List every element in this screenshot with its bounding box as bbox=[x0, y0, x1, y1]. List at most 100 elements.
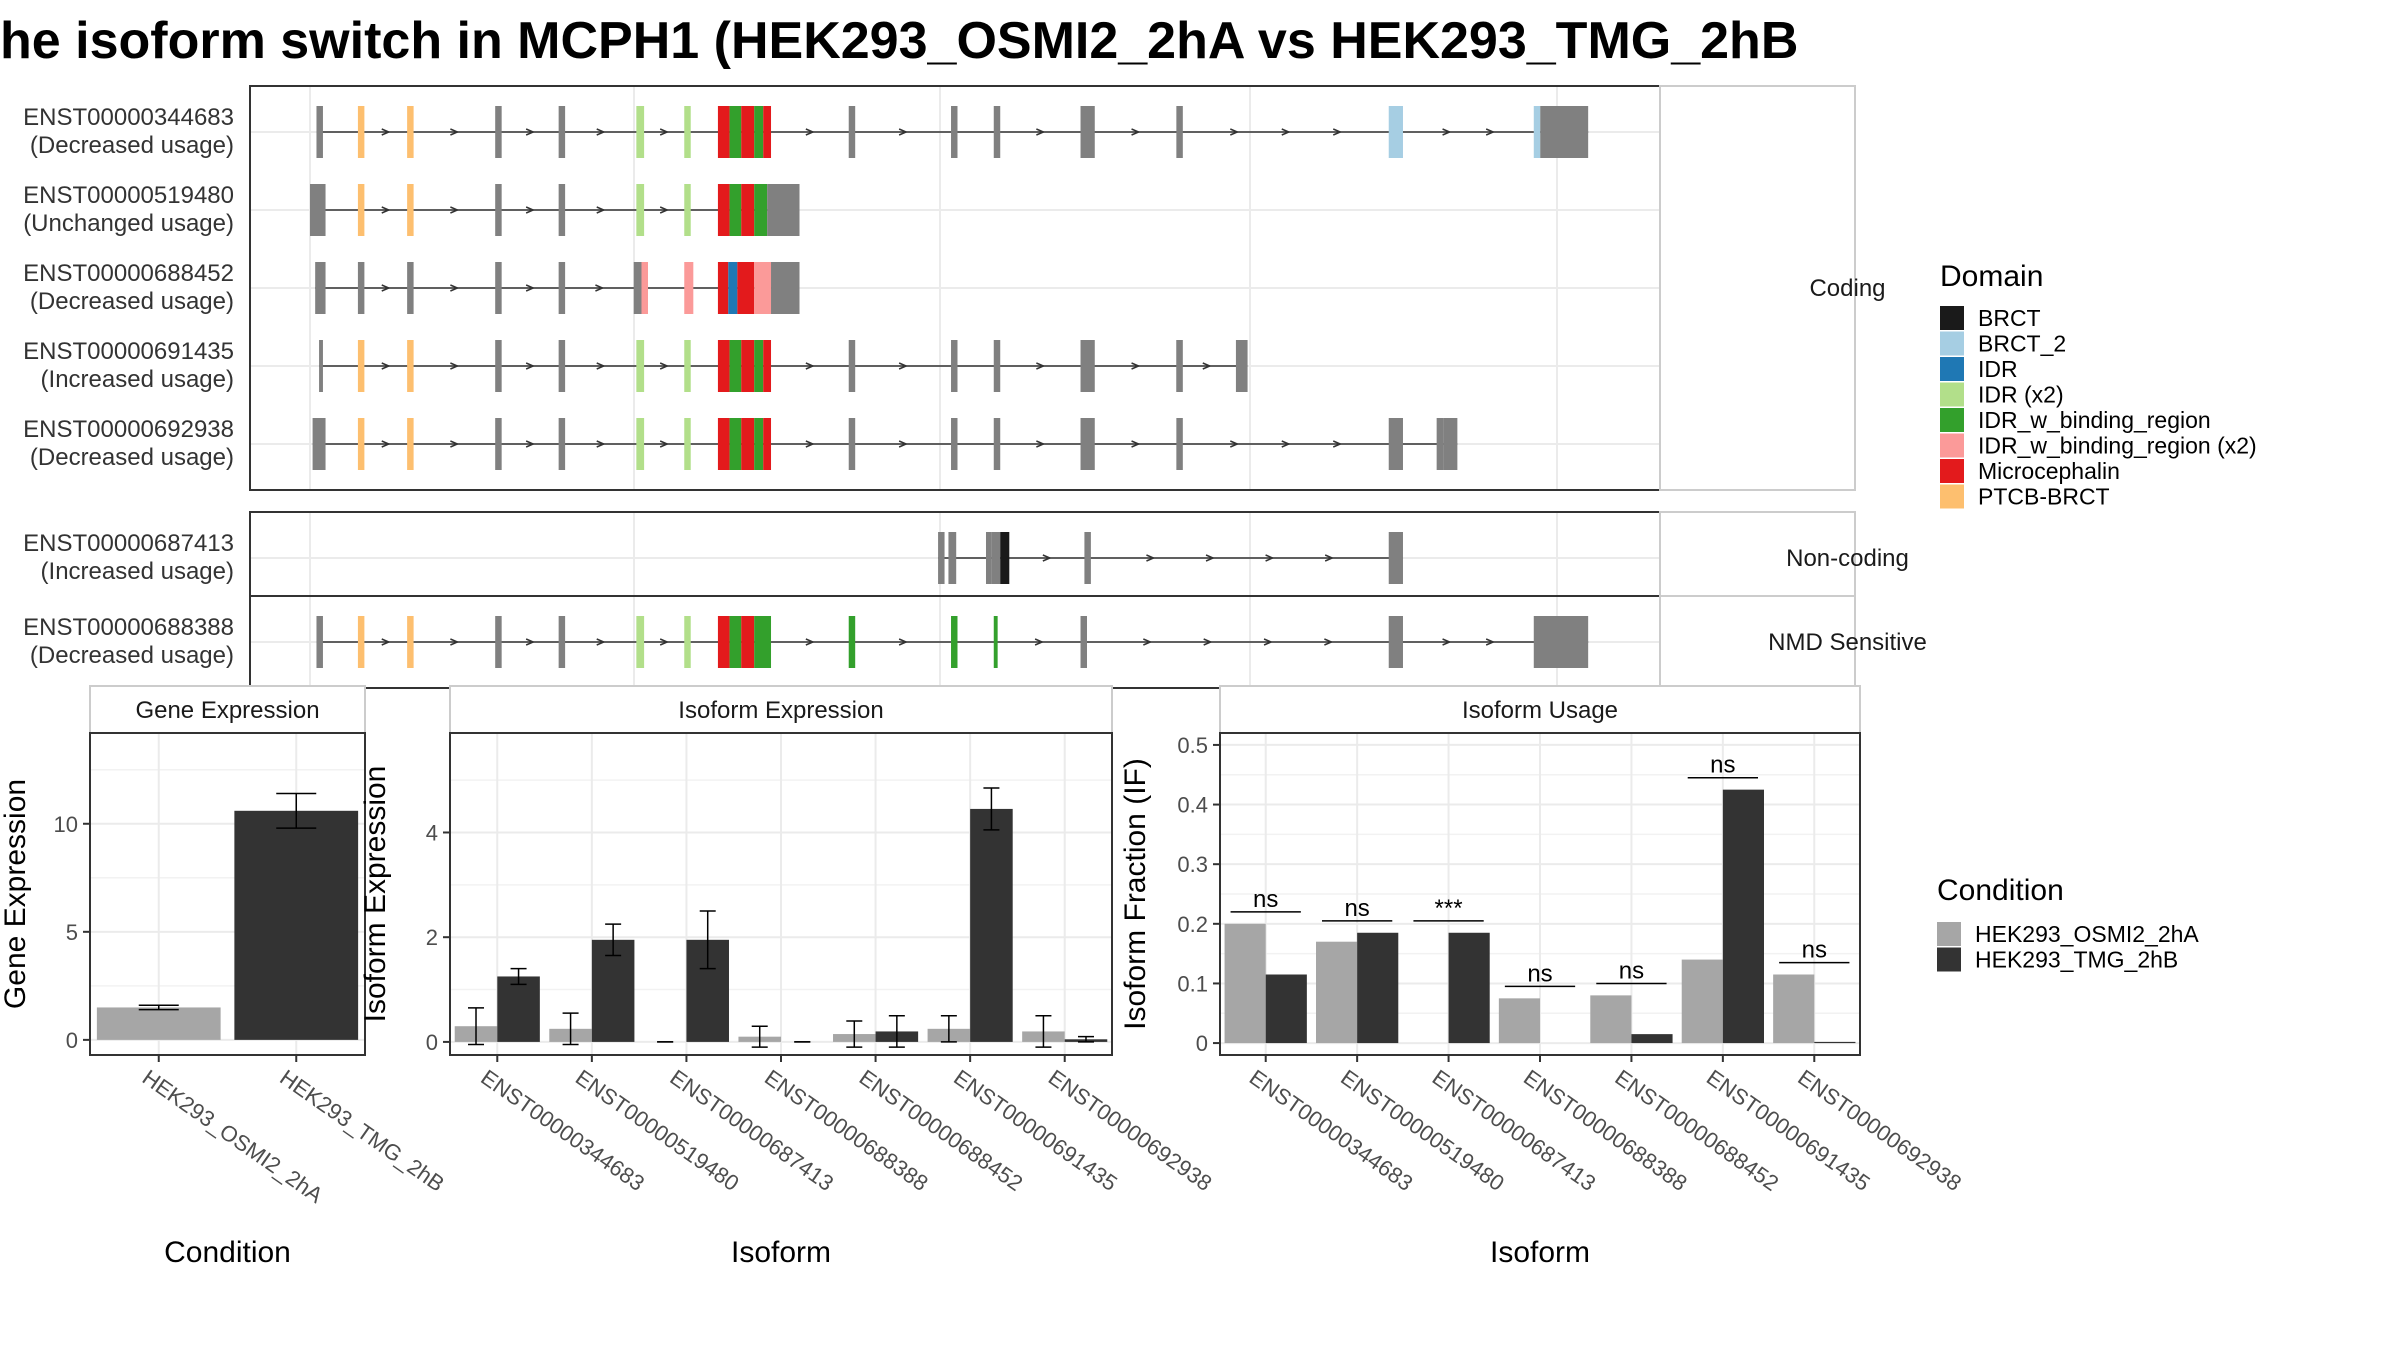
intron-arrow bbox=[1131, 362, 1141, 370]
exon-block bbox=[316, 106, 323, 158]
legend-label: BRCT_2 bbox=[1978, 331, 2066, 357]
legend-label: IDR (x2) bbox=[1978, 382, 2064, 408]
exon-block bbox=[741, 106, 755, 158]
exon-block bbox=[407, 340, 414, 392]
intron-arrow bbox=[1034, 638, 1044, 646]
intron-arrow bbox=[1332, 128, 1343, 136]
exon-block bbox=[1388, 418, 1403, 470]
exon-block bbox=[684, 184, 691, 236]
exon-block bbox=[717, 340, 730, 392]
bar bbox=[1448, 932, 1490, 1044]
domain-legend-title: Domain bbox=[1940, 260, 2043, 293]
legend-label: BRCT bbox=[1978, 305, 2041, 331]
y-tick-label: 0 bbox=[1196, 1031, 1208, 1056]
legend-swatch bbox=[1937, 947, 1961, 972]
exon-block bbox=[754, 184, 768, 236]
exon-block bbox=[357, 340, 365, 392]
bar bbox=[970, 808, 1013, 1042]
intron-arrow bbox=[1442, 638, 1452, 646]
exon-block bbox=[1176, 418, 1183, 470]
exon-block bbox=[993, 340, 1001, 392]
exon-block bbox=[717, 106, 730, 158]
intron-arrow bbox=[659, 638, 670, 646]
bar bbox=[1814, 1041, 1856, 1044]
exon-block bbox=[1235, 340, 1248, 392]
y-tick-label: 0.3 bbox=[1177, 852, 1208, 877]
exon-block bbox=[938, 532, 945, 584]
intron-arrow bbox=[898, 362, 909, 370]
transcript-id-label: ENST00000692938 bbox=[23, 416, 234, 443]
x-tick-label: ENST00000688388 bbox=[1519, 1065, 1692, 1196]
intron-arrow bbox=[525, 362, 536, 370]
exon-block bbox=[495, 184, 502, 236]
exon-block bbox=[407, 418, 414, 470]
intron-arrow bbox=[659, 362, 670, 370]
legend-label: IDR bbox=[1978, 356, 2018, 382]
intron-arrow bbox=[525, 128, 536, 136]
facet-strip-label: Non-coding bbox=[1786, 545, 1909, 572]
exon-block bbox=[636, 184, 645, 236]
legend-swatch bbox=[1940, 433, 1964, 458]
facet-strip bbox=[1659, 595, 1856, 689]
intron-arrow bbox=[381, 440, 391, 448]
intron-arrow bbox=[1442, 128, 1452, 136]
bar bbox=[591, 939, 635, 1042]
exon-block bbox=[558, 418, 566, 470]
exon-block bbox=[310, 184, 326, 236]
exon-block bbox=[684, 418, 691, 470]
intron-arrow bbox=[805, 362, 815, 370]
transcript-id-label: ENST00000688388 bbox=[23, 614, 234, 641]
intron-arrow bbox=[805, 128, 815, 136]
significance-label: ns bbox=[1527, 960, 1552, 987]
exon-block bbox=[729, 340, 742, 392]
intron-arrow bbox=[450, 128, 460, 136]
intron-arrow bbox=[525, 206, 536, 214]
exon-block bbox=[357, 418, 365, 470]
exon-block bbox=[754, 418, 764, 470]
exon-block bbox=[558, 184, 566, 236]
facet-strip bbox=[1659, 85, 1856, 491]
exon-block bbox=[717, 418, 730, 470]
bar bbox=[1681, 959, 1723, 1044]
exon-block bbox=[729, 616, 742, 668]
exon-block bbox=[558, 616, 566, 668]
plot-border bbox=[89, 732, 366, 1056]
y-tick-label: 0.4 bbox=[1177, 793, 1208, 818]
intron-arrow bbox=[659, 206, 670, 214]
exon-block bbox=[951, 418, 958, 470]
exon-block bbox=[951, 340, 958, 392]
exon-block bbox=[948, 532, 957, 584]
legend-swatch bbox=[1940, 331, 1964, 356]
exon-block bbox=[684, 340, 691, 392]
transcript-usage-label: (Decreased usage) bbox=[30, 288, 234, 315]
bar bbox=[96, 1007, 221, 1040]
intron-arrow bbox=[525, 284, 536, 292]
intron-arrow bbox=[381, 206, 391, 214]
exon-block bbox=[993, 616, 998, 668]
transcript-usage-label: (Decreased usage) bbox=[30, 132, 234, 159]
bar bbox=[1773, 974, 1815, 1044]
exon-block bbox=[357, 262, 365, 314]
exon-block bbox=[315, 262, 326, 314]
transcript-id-label: ENST00000519480 bbox=[23, 182, 234, 209]
exon-block bbox=[729, 418, 742, 470]
intron-arrow bbox=[1324, 554, 1335, 562]
legend-swatch bbox=[1940, 459, 1964, 483]
intron-arrow bbox=[596, 440, 606, 448]
intron-arrow bbox=[596, 128, 606, 136]
transcript-usage-label: (Increased usage) bbox=[41, 558, 234, 585]
bar bbox=[497, 976, 540, 1042]
exon-block bbox=[1000, 532, 1010, 584]
legend-label: Microcephalin bbox=[1978, 458, 2120, 484]
significance-label: ns bbox=[1619, 957, 1644, 984]
exon-block bbox=[763, 340, 772, 392]
legend-swatch bbox=[1940, 382, 1964, 407]
exon-block bbox=[741, 184, 755, 236]
exon-block bbox=[993, 418, 1001, 470]
intron-arrow bbox=[1131, 440, 1141, 448]
exon-block bbox=[633, 262, 642, 314]
exon-block bbox=[495, 262, 502, 314]
bar bbox=[1265, 974, 1307, 1044]
exon-block bbox=[558, 340, 566, 392]
x-tick-label: ENST00000692938 bbox=[1793, 1065, 1966, 1196]
